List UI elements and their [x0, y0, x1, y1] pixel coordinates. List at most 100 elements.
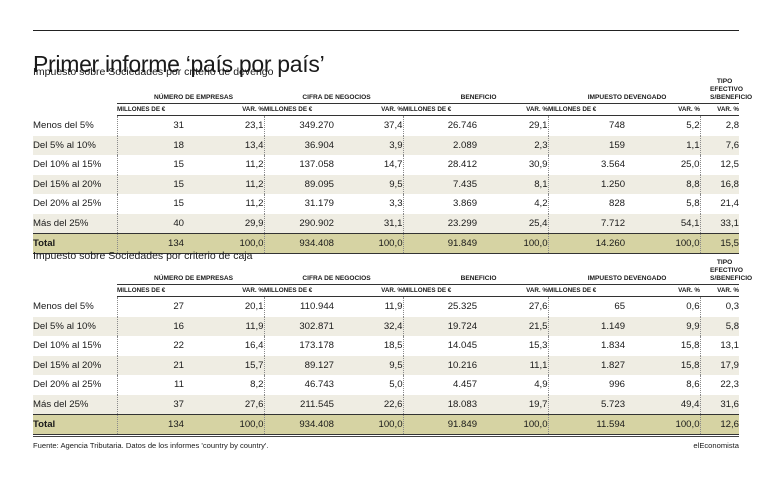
- total-label: Total: [33, 414, 118, 435]
- table-cell: 32,4: [334, 316, 404, 336]
- total-cell: 91.849: [403, 414, 478, 435]
- table-cell: 29,9: [184, 213, 265, 234]
- total-cell: 11.594: [548, 414, 626, 435]
- table-cell: 22,6: [334, 394, 404, 415]
- table-cell: 27: [173, 301, 184, 313]
- table-cell: 16,8: [700, 174, 740, 194]
- table-cell: 46.743: [304, 379, 335, 391]
- table-cell: 25,0: [625, 155, 701, 175]
- table-cell: 2.089: [403, 135, 478, 155]
- row-label: Del 10% al 15%: [33, 155, 118, 175]
- table-cell: 2,8: [725, 120, 740, 132]
- table-cell: 1.149: [548, 316, 626, 336]
- table-cell: 15,8: [625, 355, 701, 375]
- table-cell: 5,8: [625, 194, 701, 214]
- table-cell: 11,9: [184, 316, 265, 336]
- total-cell: 100,0: [477, 233, 549, 254]
- table-row: Del 5% al 10% 16 11,9 302.871 32,4 19.724 21,5…: [33, 316, 740, 336]
- table-cell: 0,6: [625, 296, 701, 317]
- total-cell: 934.408: [264, 414, 335, 435]
- table-row: Del 20% al 25% 11 8,2 46.743 5,0 4.457 4,9 996 8…: [33, 375, 739, 395]
- table-cell: 23,1: [184, 115, 265, 136]
- total-cell: 100,0: [184, 414, 265, 435]
- subheader-var: VAR. %: [700, 103, 740, 116]
- table-cell: 21,5: [477, 316, 549, 336]
- table-cell: 11,2: [184, 194, 265, 214]
- subheader-millones: MILLONES DE €: [403, 284, 478, 297]
- table-cell: 7.712: [548, 213, 626, 234]
- table-cell: 5.723: [548, 394, 626, 415]
- table-cell: 25.325: [447, 301, 478, 313]
- table-row: Del 15% al 20% 15 11,2 89.095 9,5 7.435 8,1 1.2…: [33, 174, 740, 194]
- table-cell: 33,1: [700, 213, 740, 234]
- table-cell: 15: [117, 174, 184, 194]
- table-cell: 13,4: [184, 135, 265, 155]
- total-cell: 12,6: [700, 414, 740, 435]
- subheader-millones: MILLONES DE €: [117, 103, 184, 116]
- table-cell: 37: [117, 394, 184, 415]
- group-header: NÚMERO DE EMPRESAS: [117, 259, 265, 285]
- table-cell: 23.299: [403, 213, 478, 234]
- subheader-millones: MILLONES DE €: [264, 284, 335, 297]
- table-cell: 211.545: [264, 394, 335, 415]
- table-cell: 3,3: [334, 194, 404, 214]
- table-row: Del 10% al 15% 22 16,4 173.178 18,5 14.045 15,…: [33, 336, 739, 356]
- group-header: NÚMERO DE EMPRESAS: [117, 78, 265, 104]
- top-rule: [33, 30, 739, 31]
- subheader-var: VAR. %: [477, 103, 549, 116]
- table-cell: 2,3: [477, 135, 549, 155]
- table-cell: 30,9: [477, 155, 549, 175]
- table-cell: 5,2: [625, 115, 701, 136]
- subheader-var: VAR. %: [334, 284, 404, 297]
- table-row: Del 5% al 10% 18 13,4 36.904 3,9 2.089 2,3 159 1…: [33, 135, 740, 155]
- total-cell: 100,0: [625, 233, 701, 254]
- brand-label: elEconomista: [693, 441, 739, 450]
- table-devengo: NÚMERO DE EMPRESAS CIFRA DE NEGOCIOS BENEF…: [33, 78, 752, 254]
- table-cell: 1,1: [625, 135, 701, 155]
- table-cell: 137.058: [299, 159, 335, 171]
- table-cell: 18,5: [334, 336, 404, 356]
- row-label: Menos del 5%: [33, 115, 118, 136]
- table-cell: 18.083: [403, 394, 478, 415]
- table-cell: 14,7: [334, 155, 404, 175]
- subheader-millones: MILLONES DE €: [548, 103, 626, 116]
- table-cell: 89.127: [264, 355, 335, 375]
- table-cell: 19,7: [477, 394, 549, 415]
- total-cell: 100,0: [334, 233, 404, 254]
- table-cell: 15,3: [477, 336, 549, 356]
- table-cell: 22,3: [720, 379, 740, 391]
- group-header: BENEFICIO: [403, 78, 549, 104]
- group-header-row: NÚMERO DE EMPRESAS CIFRA DE NEGOCIOS BENEF…: [33, 78, 752, 104]
- table-cell: 28.412: [447, 159, 478, 171]
- table-cell: 22: [173, 340, 184, 352]
- table-cell: 31.179: [304, 198, 335, 210]
- total-cell: 15,5: [700, 233, 740, 254]
- table-caja: NÚMERO DE EMPRESAS CIFRA DE NEGOCIOS BENEF…: [33, 259, 752, 435]
- table-row: Más del 25% 37 27,6 211.545 22,6 18.083 19,7 5.…: [33, 394, 740, 415]
- table-cell: 89.095: [264, 174, 335, 194]
- table-cell: 0,3: [725, 301, 740, 313]
- group-header-row: NÚMERO DE EMPRESAS CIFRA DE NEGOCIOS BENEF…: [33, 259, 752, 285]
- row-label: Más del 25%: [33, 213, 118, 234]
- corner-cell: [33, 259, 117, 285]
- table-1-subtitle: Impuesto sobre Sociedades por criterio d…: [33, 66, 274, 78]
- table-cell: 1.834: [601, 340, 626, 352]
- table-cell: 4,2: [477, 194, 549, 214]
- table-cell: 748: [609, 120, 626, 132]
- table-cell: 31,1: [334, 213, 404, 234]
- total-cell: 100,0: [477, 414, 549, 435]
- table-cell: 15,7: [184, 355, 265, 375]
- table-cell: 290.902: [264, 213, 335, 234]
- table-cell: 29,1: [477, 115, 549, 136]
- table-cell: 3.869: [453, 198, 478, 210]
- table-cell: 16: [117, 316, 184, 336]
- table-cell: 1.250: [548, 174, 626, 194]
- table-cell: 31: [173, 120, 184, 132]
- table-cell: 1.827: [548, 355, 626, 375]
- subheader-empty: [33, 285, 117, 297]
- table-row: Menos del 5% 27 20,1 110.944 11,9 25.325 27,6 6…: [33, 296, 740, 317]
- subheader-var: VAR. %: [625, 103, 701, 116]
- table-cell: 16,4: [184, 336, 265, 356]
- row-label: Menos del 5%: [33, 296, 118, 317]
- group-header: IMPUESTO DEVENGADO: [548, 259, 701, 285]
